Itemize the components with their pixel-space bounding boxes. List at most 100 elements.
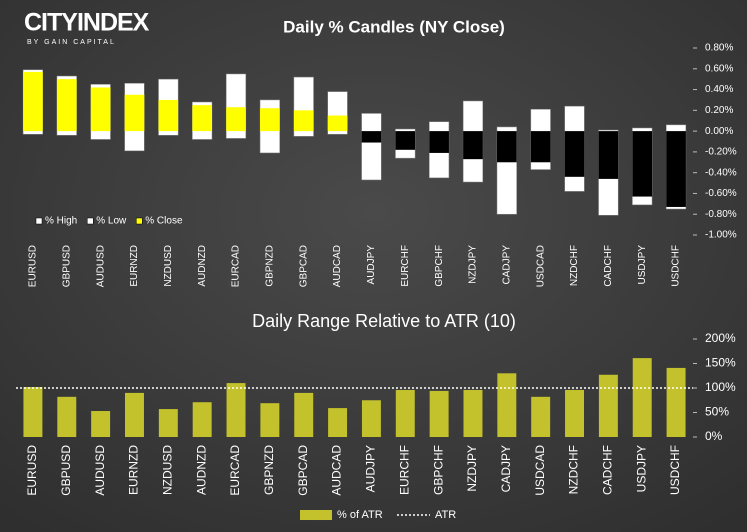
y-tick-label: -0.40%	[705, 167, 737, 178]
y-tick-label: 50%	[705, 405, 729, 419]
x-tick-label: USDCHF	[671, 245, 682, 287]
x-tick-label: AUDJPY	[364, 445, 378, 492]
bar	[294, 392, 314, 437]
close-bar	[598, 131, 619, 179]
close-bar	[327, 115, 348, 132]
x-tick-label: USDCAD	[533, 445, 547, 496]
y-tick-label: 0.80%	[705, 43, 733, 54]
x-tick-label: AUDNZD	[194, 445, 208, 495]
bar	[226, 383, 246, 437]
y-tick-label: 0.20%	[705, 105, 733, 116]
x-tick-label: NZDUSD	[163, 245, 174, 287]
x-tick-label: EURCHF	[400, 245, 411, 287]
bar	[463, 389, 483, 437]
x-tick-label: EURNZD	[129, 245, 140, 287]
legend-label: % Close	[145, 216, 183, 227]
bar	[260, 403, 280, 437]
close-bar	[56, 79, 77, 132]
x-tick-label: AUDUSD	[95, 245, 106, 287]
logo: CITYINDEX	[24, 9, 150, 37]
bar	[23, 387, 43, 437]
close-bar	[429, 131, 449, 153]
y-tick-label: -0.60%	[705, 188, 737, 199]
close-bar	[226, 107, 246, 132]
y-tick-label: 150%	[705, 356, 736, 370]
x-tick-label: GBPCAD	[298, 245, 309, 287]
range-bar	[361, 113, 382, 181]
close-bar	[530, 131, 551, 163]
close-bar	[564, 131, 585, 177]
x-tick-label: GBPUSD	[59, 445, 73, 496]
bar	[328, 408, 348, 437]
bar	[429, 390, 449, 437]
close-bar	[192, 105, 212, 132]
bar	[91, 411, 111, 437]
legend-label: % Low	[96, 216, 127, 227]
close-bar	[158, 99, 179, 132]
x-tick-label: GBPCAD	[296, 445, 310, 496]
x-tick-label: EURCAD	[228, 445, 242, 496]
x-tick-label: USDJPY	[637, 245, 648, 285]
x-tick-label: EURUSD	[25, 445, 39, 496]
legend-swatch	[87, 217, 94, 225]
y-tick-label: -1.00%	[705, 230, 737, 241]
x-tick-label: NZDJPY	[468, 245, 479, 284]
x-tick-label: GBPNZD	[262, 445, 276, 495]
close-bar	[361, 131, 382, 143]
x-tick-label: AUDNZD	[197, 245, 208, 287]
x-tick-label: USDCAD	[535, 245, 546, 287]
close-bar	[90, 87, 111, 132]
bar	[361, 400, 381, 437]
logo-tagline: BY GAIN CAPITAL	[27, 39, 116, 46]
bar	[192, 402, 212, 437]
y-tick-label: 0.40%	[705, 84, 733, 95]
legend-swatch	[136, 217, 143, 225]
x-tick-label: NZDJPY	[465, 445, 479, 492]
close-bar	[497, 131, 517, 163]
bar	[666, 367, 686, 437]
x-tick-label: NZDCHF	[567, 445, 581, 494]
y-tick-label: 200%	[705, 331, 736, 345]
x-tick-label: CADCHF	[601, 445, 615, 495]
x-tick-label: NZDUSD	[160, 445, 174, 495]
x-tick-label: GBPNZD	[265, 245, 276, 287]
close-bar	[632, 131, 653, 197]
chart-title: Daily Range Relative to ATR (10)	[252, 311, 516, 331]
x-tick-label: CADJPY	[499, 445, 513, 492]
x-tick-label: EURNZD	[127, 445, 141, 495]
x-tick-label: AUDCAD	[332, 245, 343, 287]
x-tick-label: AUDJPY	[366, 245, 377, 285]
y-tick-label: 0.00%	[705, 126, 733, 137]
y-tick-label: -0.80%	[705, 209, 737, 220]
x-tick-label: EURCAD	[231, 245, 242, 287]
y-tick-label: 0%	[705, 429, 723, 443]
x-tick-label: EURUSD	[28, 245, 39, 287]
bar	[598, 374, 618, 437]
x-tick-label: EURCHF	[397, 445, 411, 495]
y-tick-label: 100%	[705, 380, 736, 394]
close-bar	[23, 71, 43, 132]
legend-swatch	[300, 510, 332, 520]
legend-label: % of ATR	[337, 509, 383, 521]
close-bar	[260, 108, 280, 132]
bar	[531, 396, 551, 437]
close-bar	[395, 131, 416, 150]
close-bar	[463, 131, 483, 160]
x-tick-label: AUDCAD	[330, 445, 344, 496]
x-tick-label: USDJPY	[634, 445, 648, 492]
bar	[158, 409, 178, 437]
close-bar	[666, 131, 686, 207]
chart-title: Daily % Candles (NY Close)	[283, 17, 505, 36]
bar	[632, 358, 652, 437]
y-tick-label: 0.60%	[705, 63, 733, 74]
legend-label: % High	[45, 216, 77, 227]
bar	[57, 396, 77, 437]
x-tick-label: GBPCHF	[431, 445, 445, 495]
close-bar	[124, 94, 145, 132]
bar	[395, 389, 415, 437]
x-tick-label: NZDCHF	[569, 245, 580, 286]
x-tick-label: AUDUSD	[93, 445, 107, 496]
x-tick-label: CADCHF	[603, 245, 614, 287]
y-tick-label: -0.20%	[705, 147, 737, 158]
